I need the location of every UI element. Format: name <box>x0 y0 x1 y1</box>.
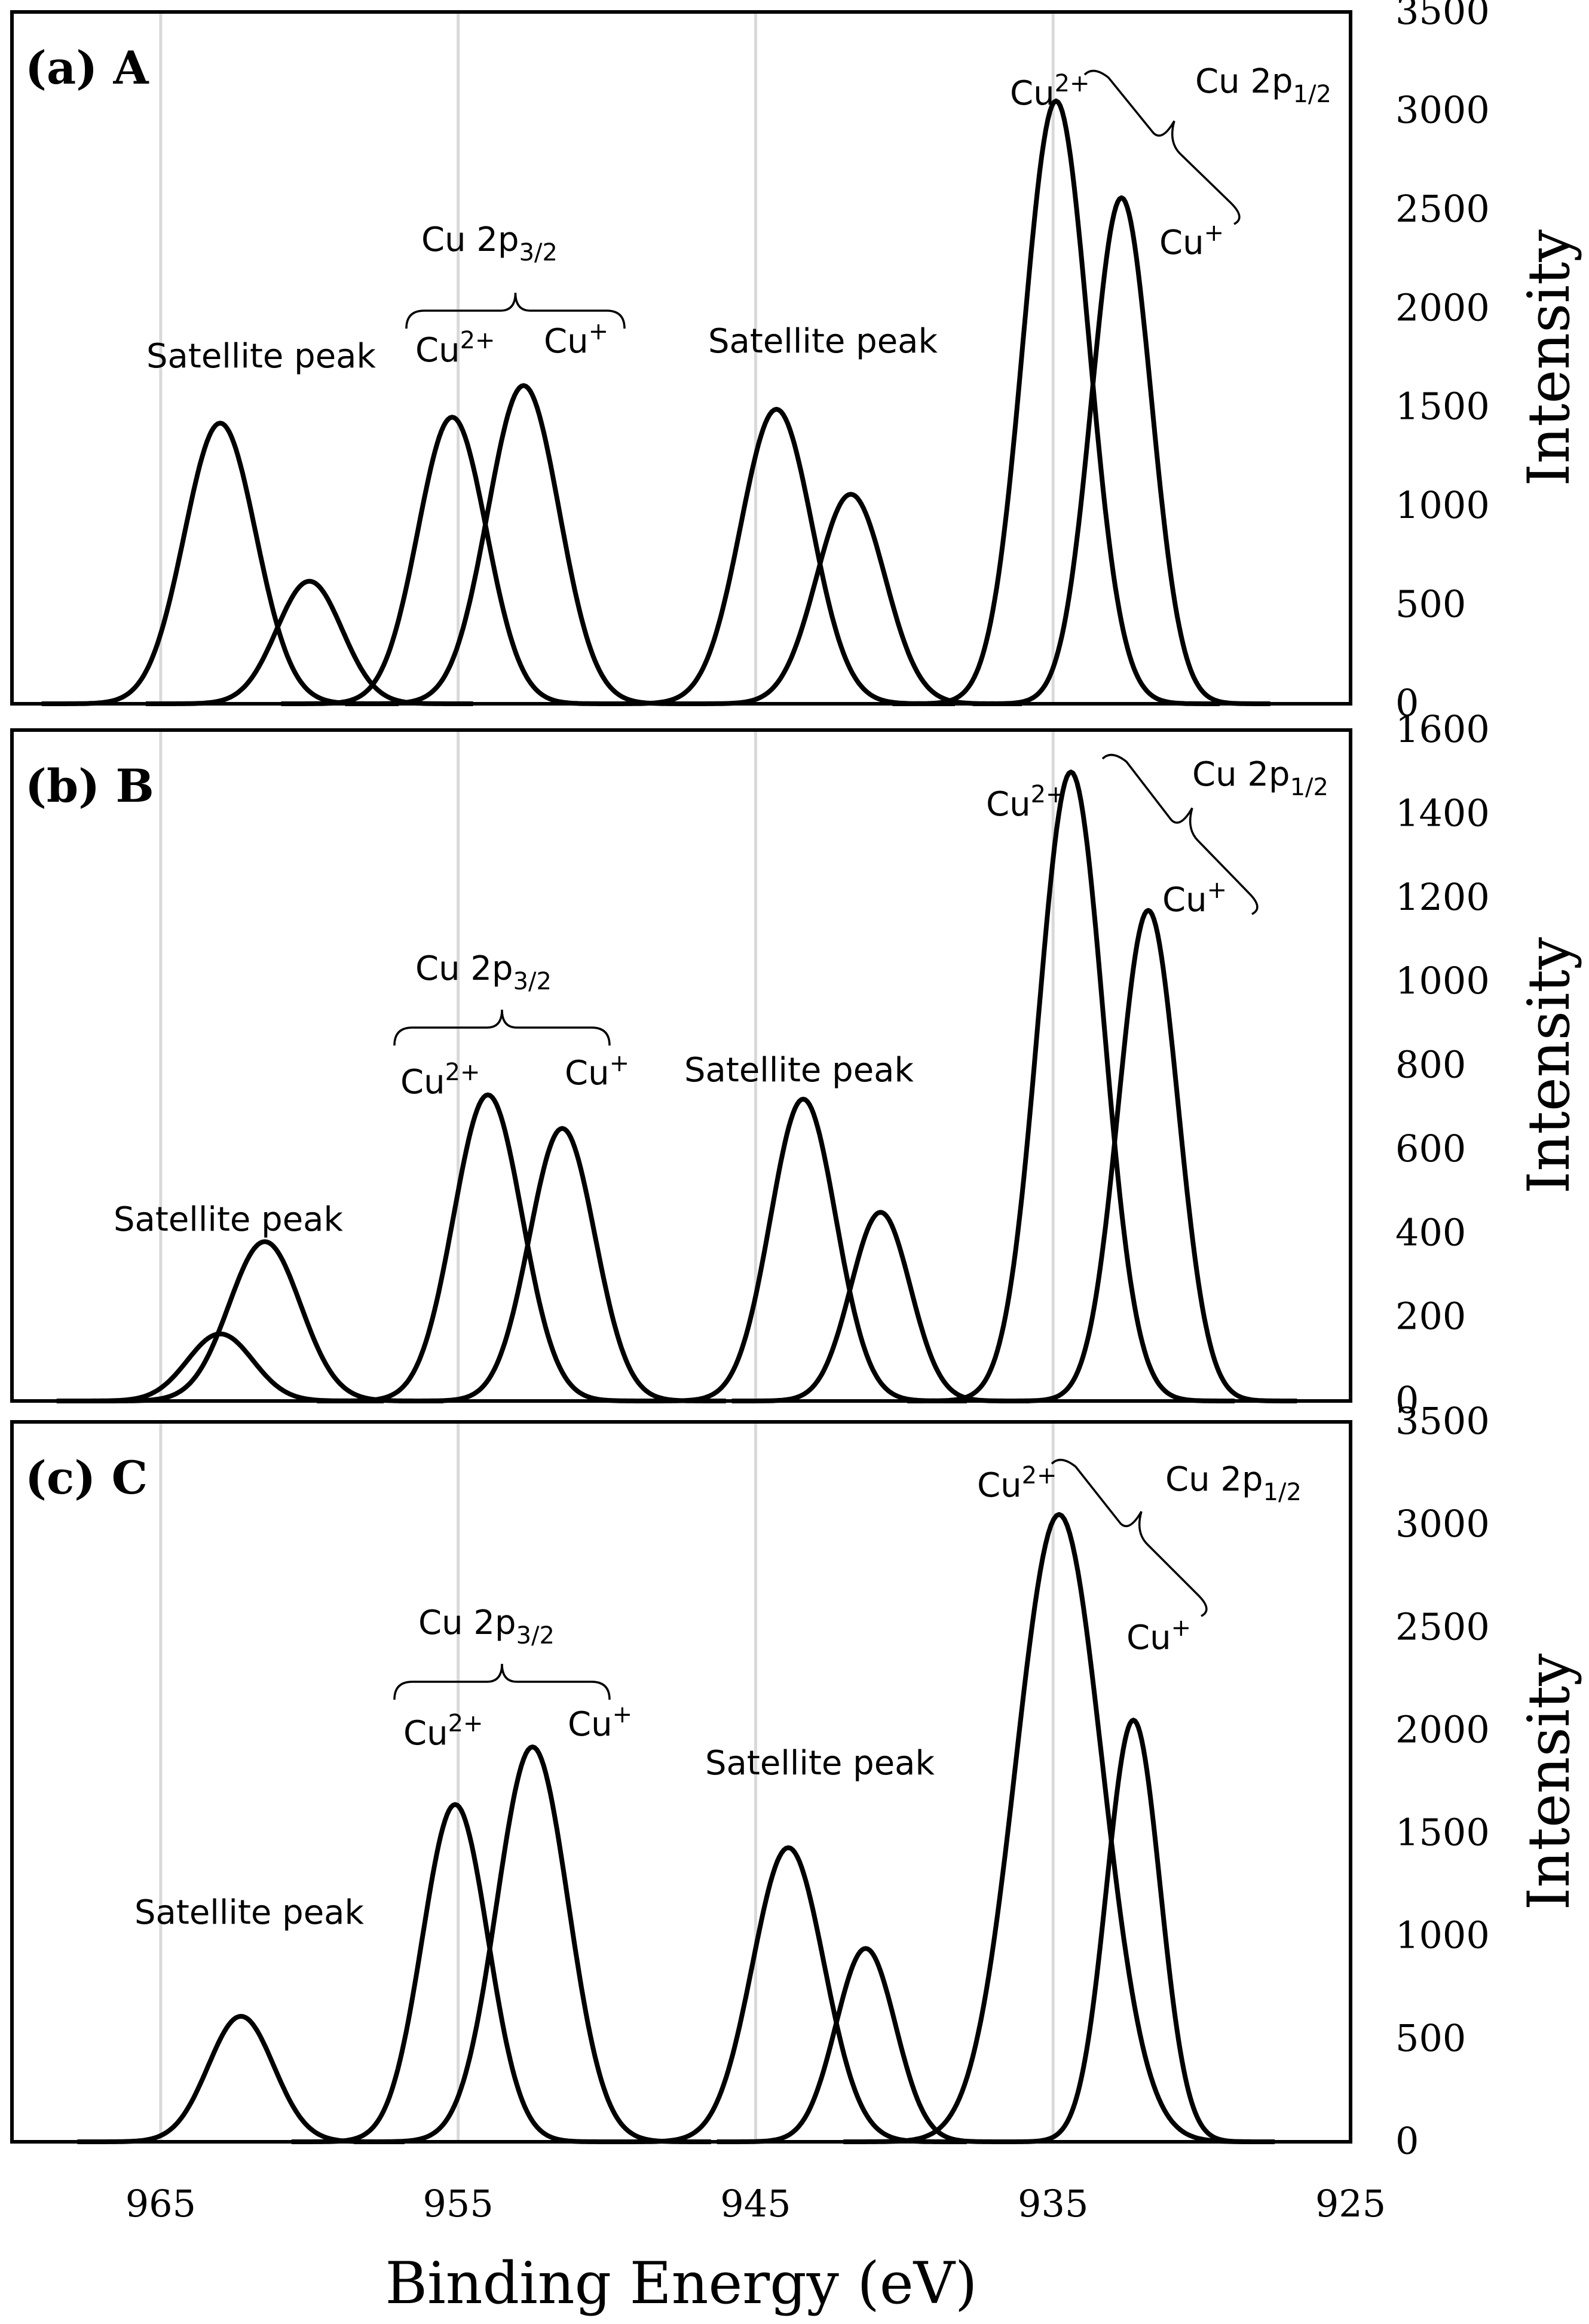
peak-6 <box>731 1210 1030 1403</box>
y-axis-title: Intensity <box>1515 229 1582 486</box>
y-tick-label: 1500 <box>1395 1811 1490 1854</box>
x-tick-label: 965 <box>125 2182 196 2225</box>
peak-5 <box>598 407 956 706</box>
y-tick-label: 3000 <box>1395 1502 1490 1546</box>
satellite-label: Satellite peak <box>708 322 938 361</box>
cu-2p12-label: Cu 2p1/2 <box>1195 62 1331 108</box>
y-tick-label: 3500 <box>1395 1399 1490 1443</box>
y-axis-title: Intensity <box>1515 1654 1582 1911</box>
y-tick-label: 1600 <box>1395 707 1490 751</box>
y-tick-label: 0 <box>1395 1378 1419 1422</box>
panel-2: 0 200 400 600 800 1000 1200 1400 1600 Intensity (b… <box>10 707 1582 1422</box>
satellite-label: Satellite peak <box>705 1744 935 1783</box>
y-tick-label: 3500 <box>1395 0 1490 33</box>
brace-2p12 <box>1083 69 1241 225</box>
peak-4 <box>610 1845 968 2144</box>
peak-1 <box>76 2014 405 2144</box>
peak-7 <box>907 769 1235 1403</box>
y-tick-label: 3000 <box>1395 88 1490 131</box>
brace-2p32 <box>393 1663 611 1700</box>
satellite-label: Satellite peak <box>684 1051 914 1090</box>
x-tick-label: 955 <box>422 2182 493 2225</box>
peak-4 <box>345 383 703 706</box>
x-tick-label: 945 <box>720 2182 791 2225</box>
brace-2p12 <box>1101 753 1259 915</box>
y-tick-label: 2500 <box>1395 1605 1490 1648</box>
panel-3: 0 500 1000 1500 2000 2500 3000 3500 Intensity (c)… <box>10 1399 1582 2163</box>
plot-frame <box>10 10 1352 706</box>
satellite-label: Satellite peak <box>146 337 376 376</box>
cu2-label: Cu2+ <box>977 1462 1057 1505</box>
brace-2p32 <box>405 292 626 329</box>
panel-title: (b) B <box>25 759 154 813</box>
x-axis-title: Binding Energy (eV) <box>385 2250 978 2317</box>
cu-2p32-label: Cu 2p3/2 <box>418 1604 555 1650</box>
y-tick-label: 400 <box>1395 1210 1466 1254</box>
brace-2p12 <box>1051 1458 1208 1617</box>
cu1-label: Cu+ <box>1159 219 1224 262</box>
y-tick-label: 200 <box>1395 1295 1466 1338</box>
plot-frame <box>10 728 1352 1403</box>
panel-title: (a) A <box>25 41 149 94</box>
cu1-label: Cu+ <box>565 1050 629 1093</box>
satellite-label: Satellite peak <box>134 1893 364 1932</box>
cu1-label: Cu+ <box>544 318 608 361</box>
peak-3 <box>316 1092 660 1403</box>
cu1-label: Cu+ <box>1126 1614 1191 1657</box>
cu1-label: Cu+ <box>1162 876 1227 919</box>
peak-1 <box>41 421 399 706</box>
y-tick-label: 1000 <box>1395 959 1490 1002</box>
peak-8 <box>999 907 1298 1403</box>
peak-5 <box>639 1096 968 1403</box>
y-tick-label: 1000 <box>1395 1914 1490 1957</box>
panel-title: (c) C <box>25 1451 148 1504</box>
cu-2p32-label: Cu 2p3/2 <box>415 949 552 995</box>
y-tick-label: 1200 <box>1395 875 1490 919</box>
peak-7 <box>892 98 1220 706</box>
cu-2p32-label: Cu 2p3/2 <box>421 220 558 266</box>
peak-1 <box>56 1331 384 1403</box>
x-tick-label: 925 <box>1315 2182 1386 2225</box>
satellite-label: Satellite peak <box>114 1200 343 1239</box>
y-tick-label: 0 <box>1395 681 1419 725</box>
peak-4 <box>398 1126 727 1403</box>
y-tick-label: 2500 <box>1395 187 1490 231</box>
x-tick-label: 935 <box>1018 2182 1088 2225</box>
y-tick-label: 0 <box>1395 2119 1419 2163</box>
cu-2p12-label: Cu 2p1/2 <box>1165 1460 1302 1506</box>
cu-2p12-label: Cu 2p1/2 <box>1192 755 1328 801</box>
y-axis-title: Intensity <box>1515 937 1582 1194</box>
cu1-label: Cu+ <box>568 1701 632 1744</box>
peak-6 <box>843 1511 1275 2144</box>
y-tick-label: 2000 <box>1395 1707 1490 1751</box>
y-tick-label: 600 <box>1395 1127 1466 1170</box>
y-tick-label: 1000 <box>1395 483 1490 527</box>
brace-2p32 <box>393 1009 611 1046</box>
y-tick-label: 500 <box>1395 582 1466 626</box>
peak-3 <box>354 1744 711 2144</box>
cu2-label: Cu2+ <box>986 781 1066 824</box>
x-axis: 965 955 945 935 925 <box>125 2182 1386 2225</box>
y-tick-label: 500 <box>1395 2016 1466 2060</box>
y-tick-label: 1500 <box>1395 385 1490 428</box>
plot-frame <box>10 1420 1352 2144</box>
peak-2 <box>291 1802 619 2144</box>
cu2-label: Cu2+ <box>1010 70 1090 113</box>
cu2-label: Cu2+ <box>400 1059 480 1102</box>
y-tick-label: 2000 <box>1395 286 1490 329</box>
cu2-label: Cu2+ <box>415 327 495 370</box>
cu2-label: Cu2+ <box>403 1710 483 1753</box>
peak-2 <box>145 578 474 706</box>
y-tick-label: 800 <box>1395 1043 1466 1087</box>
panel-1: 0 500 1000 1500 2000 2500 3000 3500 Intensity (a)… <box>10 0 1582 725</box>
peak-7 <box>999 1718 1268 2144</box>
y-tick-label: 1400 <box>1395 791 1490 835</box>
peak-8 <box>972 195 1271 706</box>
